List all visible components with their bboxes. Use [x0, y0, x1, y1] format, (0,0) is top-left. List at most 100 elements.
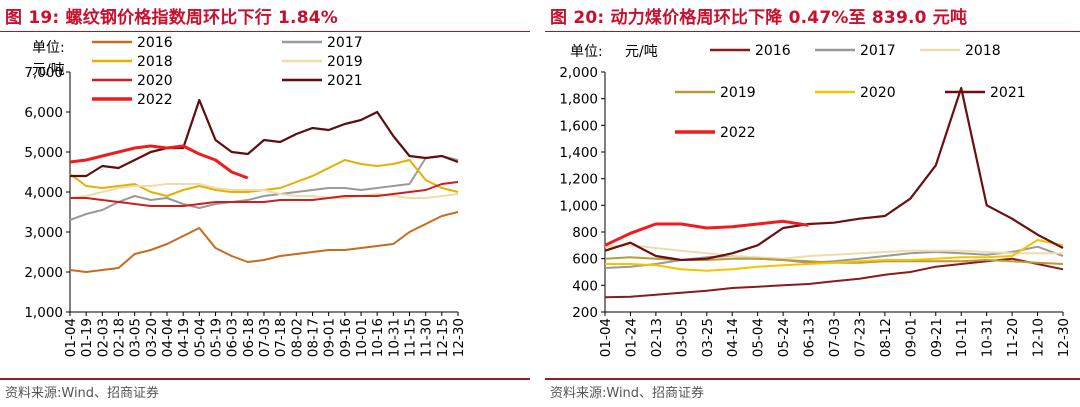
x-tick-label: 03-05: [674, 318, 690, 357]
x-tick-label: 04-19: [176, 318, 192, 357]
legend-label-2022: 2022: [137, 92, 173, 108]
coal-price-chart: 200 400 600 800 1,000 1,200 1,400 1,600 1,800 2,0…: [559, 43, 1072, 357]
legend-label-2019: 2019: [720, 85, 756, 101]
x-tick-label: 03-20: [144, 318, 160, 357]
x-tick-label: 12-10: [1031, 318, 1047, 357]
x-tick-label: 04-04: [160, 318, 176, 357]
x-tick-label: 09-21: [929, 318, 945, 357]
y-tick-label: 800: [572, 225, 598, 241]
bottom-divider: [0, 378, 530, 380]
x-tick-label: 11-20: [1005, 318, 1021, 357]
bottom-divider: [545, 378, 1080, 380]
legend-label-2020: 2020: [860, 85, 896, 101]
series-line-2021: [70, 98, 459, 178]
series-line-2020: [605, 239, 1064, 272]
x-tick-label: 12-30: [451, 318, 467, 357]
x-tick-label: 01-19: [79, 318, 95, 357]
legend-label-2017: 2017: [860, 43, 896, 59]
y-tick-label: 1,400: [559, 145, 598, 161]
x-tick-label: 01-24: [623, 318, 639, 357]
series-line-2022: [604, 219, 809, 247]
series-line-2022: [69, 144, 249, 180]
unit-label: 元/吨: [32, 62, 65, 78]
y-tick-label: 6,000: [24, 105, 63, 121]
x-tick-label: 07-23: [852, 318, 868, 357]
series-line-2018: [604, 244, 1063, 260]
y-tick-label: 200: [572, 305, 598, 321]
legend-label-2016: 2016: [755, 43, 791, 59]
x-tick-label: 10-31: [980, 318, 996, 357]
x-tick-label: 02-13: [649, 318, 665, 357]
x-tick-label: 12-15: [435, 318, 451, 357]
source-note: 资料来源:Wind、招商证券: [550, 386, 705, 401]
unit-label: 单位:: [570, 44, 603, 60]
x-tick-label: 08-02: [289, 318, 305, 357]
y-tick-label: 400: [572, 278, 598, 294]
series-line-2016: [69, 211, 459, 273]
y-tick-label: 4,000: [24, 185, 63, 201]
legend-label-2022: 2022: [720, 125, 756, 141]
title-divider: [0, 31, 530, 32]
x-tick-label: 04-14: [725, 318, 741, 357]
figure-title: 图 20: 动力煤价格周环比下降 0.47%至 839.0 元吨: [550, 8, 968, 28]
legend-label-2021: 2021: [327, 73, 363, 89]
x-tick-label: 06-18: [241, 318, 257, 357]
figure-title: 图 19: 螺纹钢价格指数周环比下行 1.84%: [5, 8, 338, 28]
x-tick-label: 08-12: [878, 318, 894, 357]
x-tick-label: 02-03: [95, 318, 111, 357]
y-tick-label: 1,800: [559, 92, 598, 108]
x-tick-label: 08-17: [306, 318, 322, 357]
y-tick-label: 600: [572, 252, 598, 268]
unit-label: 单位:: [32, 40, 65, 56]
y-tick-label: 1,000: [559, 198, 598, 214]
x-tick-label: 01-04: [63, 318, 79, 357]
x-tick-label: 05-04: [751, 318, 767, 357]
x-tick-label: 09-01: [322, 318, 338, 357]
legend-label-2021: 2021: [990, 85, 1026, 101]
x-tick-label: 05-24: [776, 318, 792, 357]
x-tick-label: 07-03: [257, 318, 273, 357]
y-tick-label: 3,000: [24, 225, 63, 241]
y-tick-label: 1,200: [559, 172, 598, 188]
legend-label-2019: 2019: [327, 54, 363, 70]
series-line-2021: [604, 86, 1064, 262]
legend-label-2016: 2016: [137, 35, 173, 51]
x-tick-label: 05-04: [192, 318, 208, 357]
x-tick-label: 07-03: [827, 318, 843, 357]
x-tick-label: 10-01: [354, 318, 370, 357]
x-tick-label: 09-16: [338, 318, 354, 357]
y-tick-label: 2,000: [24, 265, 63, 281]
series-line-2020: [70, 181, 459, 207]
y-tick-label: 7,000: [24, 65, 63, 81]
x-tick-label: 12-30: [1056, 318, 1072, 357]
title-divider: [545, 31, 1080, 32]
x-tick-label: 03-05: [128, 318, 144, 357]
x-tick-label: 09-01: [903, 318, 919, 357]
x-tick-label: 07-18: [273, 318, 289, 357]
x-tick-label: 01-04: [598, 318, 614, 357]
legend-label-2018: 2018: [965, 43, 1001, 59]
series-line-2019: [69, 183, 459, 199]
unit-label: 元/吨: [625, 44, 658, 60]
x-tick-label: 06-03: [225, 318, 241, 357]
x-tick-label: 10-11: [954, 318, 970, 357]
chart-panel-steel: 图 19: 螺纹钢价格指数周环比下行 1.84% 1,000 2,000 3,000…: [0, 0, 530, 407]
x-tick-label: 10-16: [370, 318, 386, 357]
x-tick-label: 11-30: [419, 318, 435, 357]
source-note: 资料来源:Wind、招商证券: [5, 386, 160, 401]
y-tick-label: 1,600: [559, 118, 598, 134]
y-tick-label: 2,000: [559, 65, 598, 81]
chart-panel-coal: 图 20: 动力煤价格周环比下降 0.47%至 839.0 元吨 200 400 6…: [545, 0, 1080, 407]
x-tick-label: 03-25: [700, 318, 716, 357]
x-tick-label: 02-18: [112, 318, 128, 357]
legend-label-2018: 2018: [137, 54, 173, 70]
series-line-2016: [604, 257, 1064, 299]
series-line-2017: [69, 155, 459, 221]
legend-label-2017: 2017: [327, 35, 363, 51]
y-tick-label: 1,000: [24, 305, 63, 321]
x-tick-label: 06-13: [802, 318, 818, 357]
legend-label-2020: 2020: [137, 73, 173, 89]
y-tick-label: 5,000: [24, 145, 63, 161]
x-tick-label: 10-31: [386, 318, 402, 357]
x-tick-label: 05-19: [209, 318, 225, 357]
